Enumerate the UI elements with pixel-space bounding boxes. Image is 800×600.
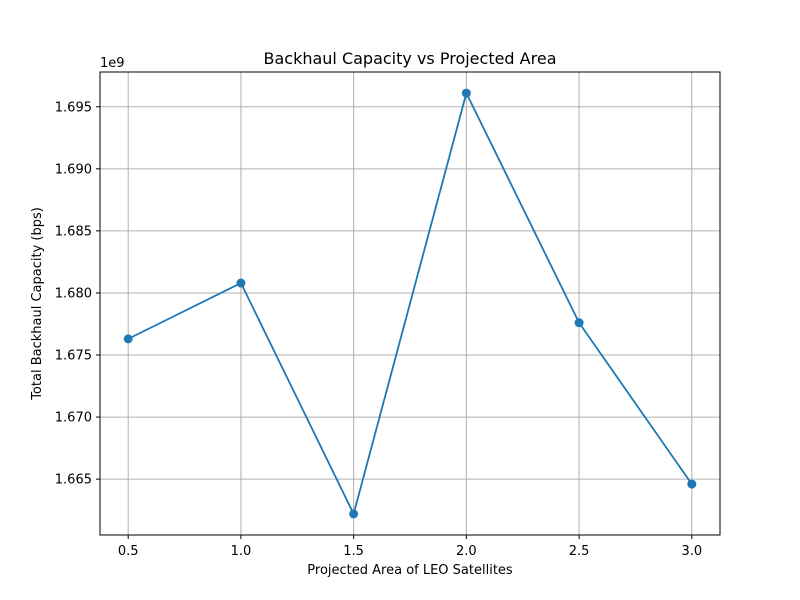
x-tick-label: 1.5 bbox=[343, 544, 364, 559]
y-tick-label: 1.685 bbox=[55, 224, 92, 239]
chart-title: Backhaul Capacity vs Projected Area bbox=[263, 49, 556, 68]
series-line bbox=[127, 92, 693, 515]
data-point bbox=[687, 479, 697, 489]
y-axis-label: Total Backhaul Capacity (bps) bbox=[30, 207, 45, 401]
plot-frame bbox=[99, 71, 721, 536]
data-point bbox=[349, 509, 359, 519]
data-point bbox=[461, 88, 471, 98]
x-axis-label: Projected Area of LEO Satellites bbox=[307, 563, 513, 578]
data-point bbox=[123, 334, 133, 344]
y-tick-label: 1.675 bbox=[55, 349, 92, 364]
series-markers bbox=[123, 88, 697, 519]
x-tick-label: 2.0 bbox=[456, 544, 477, 559]
data-point bbox=[574, 318, 584, 328]
y-axis-offset-label: 1e9 bbox=[100, 56, 125, 71]
y-tick-label: 1.690 bbox=[55, 162, 92, 177]
x-tick-label: 1.0 bbox=[231, 544, 252, 559]
y-tick-label: 1.680 bbox=[55, 286, 92, 301]
x-axis-ticks: 0.5 1.0 1.5 2.0 2.5 3.0 bbox=[118, 535, 702, 559]
series-line-layer bbox=[127, 92, 693, 515]
data-point bbox=[236, 278, 246, 288]
y-tick-label: 1.695 bbox=[55, 100, 92, 115]
y-axis-ticks: 1.665 1.670 1.675 1.680 1.685 1.690 1.695 bbox=[55, 100, 100, 488]
x-tick-label: 3.0 bbox=[681, 544, 702, 559]
x-tick-label: 0.5 bbox=[118, 544, 139, 559]
y-tick-label: 1.670 bbox=[55, 411, 92, 426]
x-tick-label: 2.5 bbox=[569, 544, 590, 559]
grid-lines bbox=[100, 72, 720, 535]
y-tick-label: 1.665 bbox=[55, 473, 92, 488]
